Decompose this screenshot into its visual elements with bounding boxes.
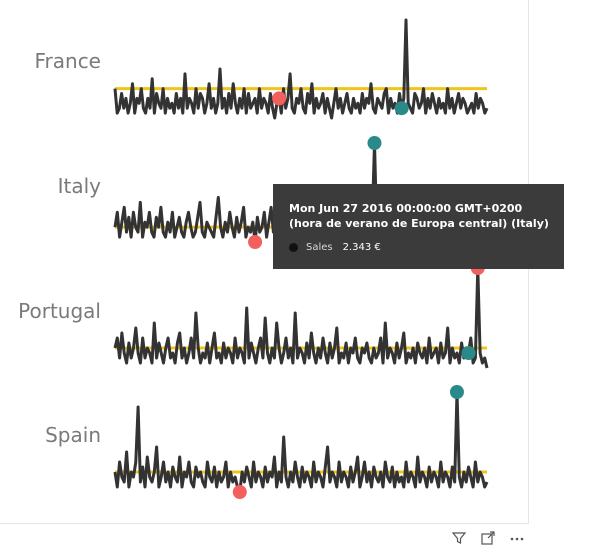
more-options-icon[interactable] [509, 530, 525, 546]
focus-mode-icon[interactable] [480, 530, 496, 546]
row-label-spain: Spain [45, 423, 101, 447]
tooltip: Mon Jun 27 2016 00:00:00 GMT+0200 (hora … [273, 184, 564, 269]
filter-icon[interactable] [451, 530, 467, 546]
max-marker-spain[interactable] [449, 385, 464, 399]
sparkline-france[interactable] [113, 18, 489, 120]
tooltip-measure-value: 2.343 € [342, 242, 381, 253]
min-marker-france[interactable] [272, 91, 287, 106]
max-marker-portugal[interactable] [461, 346, 476, 360]
tooltip-title: Mon Jun 27 2016 00:00:00 GMT+0200 (hora … [289, 202, 549, 230]
row-label-france: France [34, 49, 101, 73]
min-marker-italy[interactable] [248, 235, 263, 249]
min-marker-spain[interactable] [232, 485, 247, 499]
sparkline-spain[interactable] [113, 390, 489, 494]
sparkline-visual[interactable]: France Italy Portugal Spain Mon Jun 27 2016… [0, 0, 564, 524]
tooltip-row: Sales 2.343 € [289, 242, 552, 253]
tooltip-measure-name: Sales [306, 242, 333, 253]
row-label-italy: Italy [58, 174, 102, 198]
row-label-portugal: Portugal [18, 299, 101, 323]
max-marker-france[interactable] [394, 101, 409, 116]
visual-footer-toolbar [451, 530, 525, 546]
legend-dot-icon [289, 243, 298, 252]
max-marker-italy[interactable] [367, 136, 382, 150]
sparkline-portugal[interactable] [113, 266, 489, 369]
